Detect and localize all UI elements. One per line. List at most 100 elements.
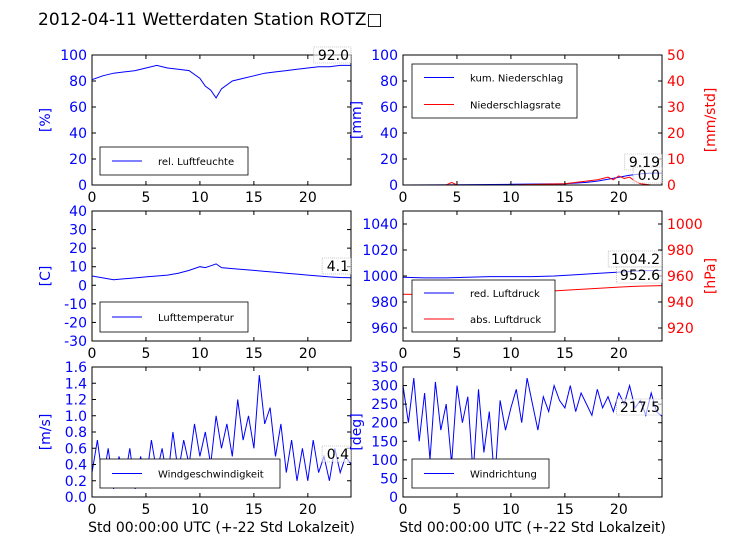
y-tick-label: 20 [380,152,398,168]
chart-wind-speed: 0 5 10 15 200.00.20.40.60.81.01.21.41.6[m/s]… [38,360,355,536]
y-tick-label: 20 [69,152,87,168]
y-tick-label: 960 [371,321,398,337]
y2-tick-label: 40 [667,74,685,90]
x-tick-label: 0 [88,502,97,518]
y-tick-label: 1040 [362,217,398,233]
y-tick-label: 250 [371,397,398,413]
x-tick-label: 20 [299,346,317,362]
y2-axis-label: [mm/std] [703,88,719,153]
y-tick-label: 1.6 [65,360,87,376]
y-tick-label: 0.4 [65,458,87,474]
y-tick-label: 100 [371,453,398,469]
legend-box [411,279,556,333]
y2-tick-label: 980 [667,243,694,259]
x-tick-label: 5 [141,190,150,206]
y2-tick-label: 960 [667,269,694,285]
series-line [92,375,351,489]
plot-frame [402,54,663,186]
y-tick-label: 80 [380,74,398,90]
chart-precipitation: 0 5 10 15 20 0 20 40 60 80 100 0 10 20 30 40 50 [mm/std] [… [349,48,719,206]
y-tick-label: 1.0 [65,409,87,425]
last-value-label-box [321,257,352,275]
legend-box [411,63,578,119]
last-value-label: 4.1 [327,259,349,275]
y-axis-label: [C] [38,266,54,287]
series-line [403,172,662,185]
y2-tick-label: 940 [667,295,694,311]
y-tick-label: 40 [69,126,87,142]
plot-frame [91,210,352,342]
y-tick-label: 60 [69,100,87,116]
x-tick-label: 15 [556,190,574,206]
y2-tick-label: 20 [667,126,685,142]
x-tick-label: 0 [399,190,408,206]
y-axis-label: [m/s] [38,414,54,451]
x-tick-label: 5 [141,502,150,518]
y-tick-label: -20 [64,315,87,331]
last-value-label: 217.5 [620,400,660,416]
y2-tick-label: 10 [667,152,685,168]
y-tick-label: 0.0 [65,490,87,506]
y2-tick-label: 1000 [667,217,703,233]
legend-label: abs. Luftdruck [470,315,541,326]
series-line [92,263,351,281]
x-tick-label: 15 [556,346,574,362]
page-title: 2012-04-11 Wetterdaten Station ROTZ□ [38,10,383,30]
last-value-label-2-box [616,266,663,284]
last-value-label-2-box [632,166,663,184]
x-tick-label: 10 [502,502,520,518]
y-tick-label: 40 [69,204,87,220]
x-tick-label: 10 [191,190,209,206]
y-tick-label: -30 [64,334,87,350]
y-tick-label: 50 [380,471,398,487]
legend-label: Lufttemperatur [158,313,235,324]
y-tick-label: 100 [60,48,87,64]
legend-label: Windrichtung [470,470,537,481]
x-axis-label: Std 00:00:00 UTC (+-22 Std Lokalzeit) [88,520,355,536]
chart-pressure: 0 5 10 15 20 960 980 1000 1020 1040 920 940 960 980 10… [362,210,719,362]
y-axis-label: [%] [38,108,54,132]
x-tick-label: 15 [556,502,574,518]
x-tick-label: 15 [245,502,263,518]
y-tick-label: 1000 [362,269,398,285]
x-tick-label: 10 [191,346,209,362]
y-tick-label: 60 [380,100,398,116]
y-tick-label: 150 [371,434,398,450]
x-tick-label: 5 [452,502,461,518]
y-tick-label: 10 [69,260,87,276]
plot-frame [91,54,352,186]
y-tick-label: 0.2 [65,474,87,490]
y2-tick-label: 0 [667,178,676,194]
y-tick-label: 1020 [362,243,398,259]
x-tick-label: 20 [610,502,628,518]
last-value-label-box [321,445,352,463]
last-value-label: 0.4 [327,447,349,463]
y-tick-label: 350 [371,360,398,376]
last-value-label-2: 0.0 [638,168,660,184]
x-tick-label: 10 [191,502,209,518]
x-tick-label: 5 [141,346,150,362]
last-value-label-2: 952.6 [620,268,660,284]
y-tick-label: 40 [380,126,398,142]
x-tick-label: 5 [452,190,461,206]
y2-tick-label: 920 [667,321,694,337]
last-value-label-box [624,153,663,171]
y-tick-label: 980 [371,295,398,311]
chart-temperature: 0 5 10 15 20 -30 -20 -10 0 10 20 30 40 [C] Lufttempera… [38,204,352,362]
x-tick-label: 0 [88,190,97,206]
y-axis-label: [mm] [349,101,365,139]
x-tick-label: 20 [299,502,317,518]
x-tick-label: 15 [245,190,263,206]
plot-frame [402,366,663,498]
x-axis-label: Std 00:00:00 UTC (+-22 Std Lokalzeit) [399,520,666,536]
y-tick-label: 80 [69,74,87,90]
x-tick-label: 0 [399,502,408,518]
y-tick-label: 1.2 [65,393,87,409]
y-tick-label: 0.8 [65,425,87,441]
x-tick-label: 5 [452,346,461,362]
y-tick-label: 0 [78,178,87,194]
chart-humidity: 0 5 10 15 20 0 20 40 60 80 100 [%] rel. Luftfeuchte 9… [38,46,352,206]
x-tick-label: 0 [88,346,97,362]
y-tick-label: 1.4 [65,376,87,392]
